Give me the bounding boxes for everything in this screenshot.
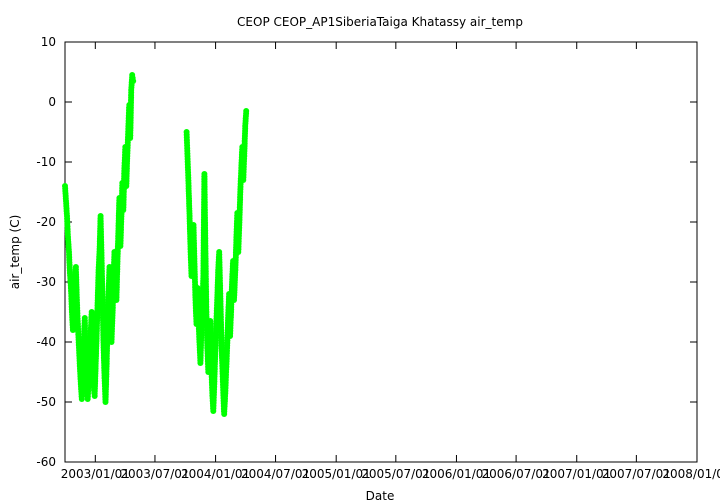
x-tick-label: 2007/01/01 [542, 467, 611, 481]
y-tick-label: 0 [48, 95, 56, 109]
y-tick-label: 10 [41, 35, 56, 49]
x-tick-label: 2005/01/01 [302, 467, 371, 481]
y-tick-label: -50 [36, 395, 56, 409]
x-tick-label: 2004/01/01 [181, 467, 250, 481]
y-tick-label: -10 [36, 155, 56, 169]
y-tick-label: -40 [36, 335, 56, 349]
data-point [243, 108, 250, 114]
y-axis: 10 0 -10 -20 -30 -40 -50 -60 [36, 35, 697, 469]
x-axis: 2003/01/012003/07/012004/01/012004/07/01… [61, 42, 720, 481]
plot-frame [64, 41, 698, 463]
x-tick-label: 2008/01/01 [662, 467, 720, 481]
data-points [62, 72, 250, 417]
chart-title: CEOP CEOP_AP1SiberiaTaiga Khatassy air_t… [237, 15, 523, 29]
y-tick-label: -30 [36, 275, 56, 289]
x-tick-label: 2004/07/01 [241, 467, 310, 481]
y-tick-label: -20 [36, 215, 56, 229]
x-tick-label: 2003/01/01 [61, 467, 130, 481]
data-point [130, 78, 137, 84]
y-axis-label: air_temp (C) [8, 215, 22, 290]
x-tick-label: 2006/07/01 [482, 467, 551, 481]
x-tick-label: 2006/01/01 [422, 467, 491, 481]
y-tick-label: -60 [36, 455, 56, 469]
x-tick-label: 2007/07/01 [602, 467, 671, 481]
x-tick-label: 2003/07/01 [120, 467, 189, 481]
x-axis-label: Date [366, 489, 395, 503]
x-tick-label: 2005/07/01 [361, 467, 430, 481]
